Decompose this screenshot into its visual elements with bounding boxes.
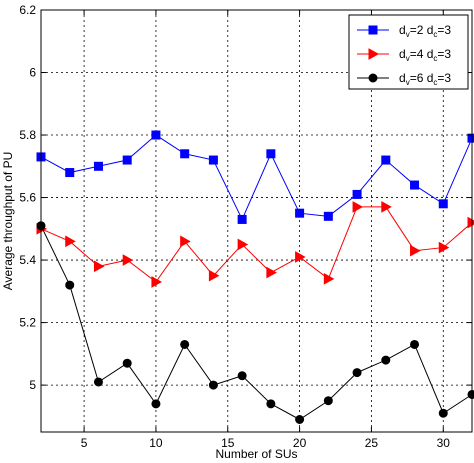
x-tick-label: 20 bbox=[293, 436, 307, 450]
legend-text-part: =6 d bbox=[410, 71, 434, 85]
data-point bbox=[151, 276, 162, 288]
data-point bbox=[237, 214, 247, 224]
legend-text-part: =2 d bbox=[410, 23, 434, 37]
data-point bbox=[65, 280, 75, 290]
series-line bbox=[40, 225, 473, 421]
plot-frame bbox=[40, 9, 473, 433]
legend-subscript: v bbox=[406, 54, 410, 63]
data-point bbox=[410, 339, 420, 349]
data-point bbox=[467, 389, 474, 399]
data-point bbox=[381, 355, 391, 365]
legend-text-part: d bbox=[399, 47, 406, 61]
series-line bbox=[40, 134, 473, 221]
data-point bbox=[93, 260, 105, 273]
legend-label: dv=2 dc=3 bbox=[399, 23, 451, 39]
legend-text-part: =4 d bbox=[410, 47, 434, 61]
data-point bbox=[381, 155, 391, 165]
series-layer bbox=[36, 130, 474, 424]
y-tick-label: 5.8 bbox=[19, 128, 36, 142]
y-tick-label: 5.6 bbox=[19, 191, 36, 205]
x-tick-label: 15 bbox=[221, 436, 235, 450]
legend-subscript: c bbox=[433, 78, 437, 87]
data-point bbox=[151, 130, 161, 140]
legend-label: dv=6 dc=3 bbox=[399, 71, 451, 87]
y-tick-label: 5 bbox=[29, 378, 36, 392]
data-point bbox=[180, 339, 190, 349]
data-point bbox=[323, 272, 335, 285]
legend-text-part: =3 bbox=[437, 47, 451, 61]
legend-entry: dv=6 dc=3 bbox=[357, 71, 451, 87]
data-point bbox=[208, 380, 218, 390]
legend-label: dv=4 dc=3 bbox=[399, 47, 451, 63]
data-point bbox=[93, 377, 103, 387]
data-point bbox=[381, 201, 392, 213]
data-point bbox=[208, 155, 218, 165]
legend-subscript: c bbox=[433, 54, 437, 63]
data-point bbox=[323, 396, 333, 406]
axis-ticks: 5 10 15 20 25 30 5 5.2 5.4 5.6 5.8 6 6.2 bbox=[19, 3, 472, 450]
data-point bbox=[266, 399, 276, 409]
y-tick-label: 6 bbox=[29, 66, 36, 80]
x-tick-label: 30 bbox=[437, 436, 451, 450]
data-point bbox=[410, 180, 420, 190]
data-point bbox=[65, 235, 76, 248]
data-point bbox=[180, 149, 190, 159]
data-point bbox=[438, 199, 448, 209]
data-point bbox=[65, 168, 75, 178]
series-1 bbox=[36, 130, 474, 224]
data-point bbox=[295, 414, 305, 424]
data-point bbox=[323, 211, 333, 221]
legend-entry: dv=2 dc=3 bbox=[357, 23, 451, 39]
series-line bbox=[40, 206, 473, 283]
data-point bbox=[410, 244, 421, 257]
data-point bbox=[352, 201, 364, 213]
data-point bbox=[208, 269, 220, 282]
x-tick-label: 5 bbox=[81, 436, 88, 450]
x-tick-label: 10 bbox=[149, 436, 163, 450]
data-point bbox=[266, 149, 276, 159]
data-point bbox=[151, 399, 161, 409]
x-tick-label: 25 bbox=[365, 436, 379, 450]
legend: dv=2 dc=3dv=4 dc=3dv=6 dc=3 bbox=[348, 14, 469, 90]
data-point bbox=[352, 368, 362, 378]
y-tick-label: 6.2 bbox=[19, 3, 36, 17]
legend-text-part: d bbox=[399, 71, 406, 85]
data-point bbox=[266, 266, 277, 279]
data-point bbox=[237, 371, 247, 381]
legend-subscript: v bbox=[406, 30, 410, 39]
data-point bbox=[122, 254, 134, 266]
x-axis-label: Number of SUs bbox=[215, 447, 297, 461]
data-point bbox=[122, 358, 132, 368]
data-point bbox=[467, 216, 474, 229]
legend-subscript: v bbox=[406, 78, 410, 87]
y-axis-label: Average throughput of PU bbox=[1, 152, 15, 291]
y-tick-label: 5.4 bbox=[19, 253, 36, 267]
data-point bbox=[352, 189, 362, 199]
data-point bbox=[438, 408, 448, 418]
legend-subscript: c bbox=[433, 30, 437, 39]
data-point bbox=[295, 251, 306, 263]
grid bbox=[41, 10, 472, 432]
data-point bbox=[93, 161, 103, 171]
legend-entry: dv=4 dc=3 bbox=[357, 47, 451, 63]
data-point bbox=[237, 238, 249, 251]
legend-text-part: =3 bbox=[437, 71, 451, 85]
legend-marker bbox=[368, 25, 378, 35]
data-point bbox=[122, 155, 132, 165]
series-2 bbox=[36, 201, 474, 288]
series-3 bbox=[36, 221, 474, 424]
legend-marker bbox=[368, 48, 380, 60]
data-point bbox=[180, 235, 191, 248]
legend-text-part: d bbox=[399, 23, 406, 37]
data-point bbox=[438, 241, 450, 254]
data-point bbox=[295, 208, 305, 218]
legend-marker bbox=[368, 73, 378, 83]
y-tick-label: 5.2 bbox=[19, 316, 36, 330]
legend-text-part: =3 bbox=[437, 23, 451, 37]
